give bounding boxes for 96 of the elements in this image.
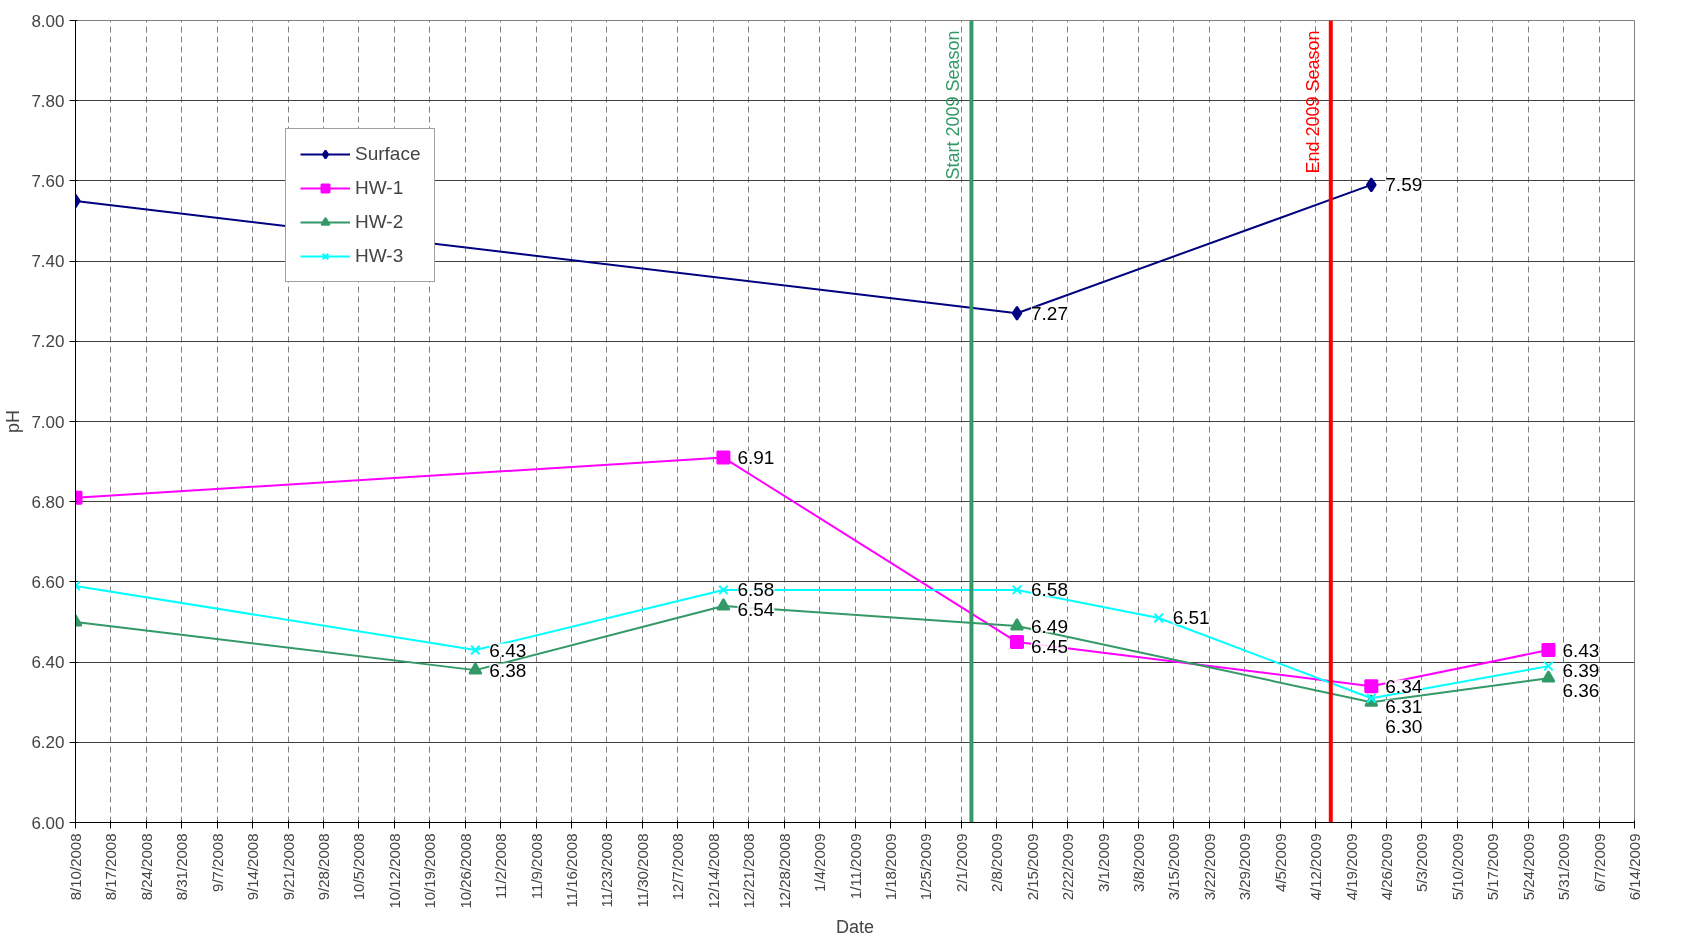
y-tick-label: 8.00 — [31, 11, 65, 31]
x-tick-label: 9/21/2008 — [279, 833, 297, 901]
x-axis-title: Date — [835, 916, 875, 937]
data-label: 6.39 — [1562, 659, 1600, 681]
x-tick-label: 9/7/2008 — [208, 833, 226, 892]
data-label: 6.51 — [1172, 607, 1210, 629]
legend-label: HW-1 — [355, 177, 404, 199]
y-tick-label: 7.00 — [31, 412, 65, 432]
point — [718, 584, 729, 596]
x-tick-label: 6/14/2009 — [1626, 833, 1643, 901]
point — [1009, 635, 1024, 650]
x-tick-label: 12/14/2008 — [704, 833, 722, 909]
legend-label: HW-2 — [355, 211, 404, 233]
x-tick-label: 8/10/2008 — [67, 833, 84, 901]
x-tick-label: 4/5/2009 — [1271, 833, 1289, 892]
point — [1365, 177, 1377, 193]
y-tick-label: 6.80 — [31, 492, 65, 512]
x-tick-label: 10/19/2008 — [421, 833, 439, 909]
data-label: 7.59 — [1385, 174, 1423, 196]
point — [1543, 660, 1554, 672]
x-tick-label: 10/12/2008 — [385, 833, 403, 909]
x-tick-label: 11/2/2008 — [492, 833, 510, 900]
x-tick-label: 4/26/2009 — [1377, 833, 1395, 901]
x-tick-label: 1/4/2009 — [811, 833, 829, 892]
point — [1009, 618, 1024, 631]
x-tick-label: 3/22/2009 — [1200, 833, 1218, 901]
data-label: 7.27 — [1030, 302, 1068, 324]
point — [1153, 612, 1164, 624]
point — [1541, 670, 1556, 683]
data-label: 6.36 — [1562, 679, 1600, 701]
x-tick-label: 10/26/2008 — [456, 833, 474, 909]
x-tick-label: 10/5/2008 — [350, 833, 368, 901]
x-tick-label: 12/28/2008 — [775, 833, 793, 909]
x-tick-label: 8/17/2008 — [102, 833, 120, 901]
ref-line-label: Start 2009 Season — [943, 30, 964, 180]
x-tick-label: 3/1/2009 — [1094, 833, 1112, 892]
data-label: 6.34 — [1385, 675, 1423, 697]
y-tick-label: 7.40 — [31, 252, 65, 272]
point — [1011, 584, 1023, 596]
data-label: 6.43 — [489, 639, 527, 661]
x-tick-label: 1/18/2009 — [881, 833, 899, 901]
x-tick-label: 5/31/2009 — [1555, 833, 1573, 901]
point — [716, 450, 731, 465]
x-tick-label: 5/3/2009 — [1413, 833, 1431, 892]
y-tick-label: 7.20 — [31, 332, 65, 352]
x-tick-label: 8/24/2008 — [137, 833, 155, 901]
y-axis-title: pH — [3, 409, 24, 433]
y-tick-label: 6.00 — [31, 813, 65, 833]
data-label: 6.30 — [1385, 715, 1423, 737]
x-tick-label: 6/7/2009 — [1590, 833, 1608, 892]
x-tick-label: 12/21/2008 — [740, 833, 758, 909]
x-tick-label: 4/19/2009 — [1342, 833, 1360, 901]
legend-label: Surface — [355, 143, 421, 165]
point — [1364, 679, 1379, 694]
x-tick-label: 8/31/2008 — [173, 833, 191, 901]
x-tick-label: 11/16/2008 — [563, 833, 581, 908]
x-tick-label: 1/11/2009 — [846, 833, 864, 900]
x-tick-label: 11/23/2008 — [598, 833, 616, 908]
point — [1541, 643, 1556, 658]
x-tick-label: 5/17/2009 — [1484, 833, 1502, 901]
data-label: 6.91 — [737, 447, 775, 469]
data-label: 6.31 — [1385, 695, 1423, 717]
x-tick-label: 2/15/2009 — [1023, 833, 1041, 901]
data-label: 6.58 — [1030, 579, 1068, 601]
x-tick-label: 2/8/2009 — [988, 833, 1006, 892]
x-tick-label: 2/1/2009 — [952, 833, 970, 892]
x-tick-label: 2/22/2009 — [1059, 833, 1077, 901]
point — [716, 598, 731, 611]
x-tick-label: 3/15/2009 — [1165, 833, 1183, 901]
data-label: 6.38 — [489, 659, 527, 681]
data-label: 6.49 — [1030, 615, 1068, 637]
x-tick-label: 1/25/2009 — [917, 833, 935, 901]
y-tick-label: 6.20 — [31, 733, 65, 753]
x-tick-label: 3/8/2009 — [1129, 833, 1147, 892]
data-label: 6.45 — [1030, 635, 1068, 657]
y-tick-label: 6.40 — [31, 653, 65, 673]
x-tick-label: 3/29/2009 — [1236, 833, 1254, 901]
data-label: 6.54 — [737, 599, 775, 621]
y-tick-label: 7.80 — [31, 91, 65, 111]
y-tick-label: 7.60 — [31, 171, 65, 191]
x-tick-label: 11/9/2008 — [527, 833, 545, 900]
point — [470, 644, 481, 656]
x-tick-label: 5/24/2009 — [1519, 833, 1537, 901]
x-tick-label: 9/14/2008 — [244, 833, 262, 901]
point — [468, 662, 483, 675]
x-tick-label: 4/12/2009 — [1307, 833, 1325, 901]
y-tick-label: 6.60 — [31, 572, 65, 592]
x-tick-label: 5/10/2009 — [1448, 833, 1466, 901]
x-tick-label: 9/28/2008 — [315, 833, 333, 901]
ref-line-label: End 2009 Season — [1302, 30, 1323, 174]
point — [1011, 305, 1023, 321]
x-tick-label: 11/30/2008 — [633, 833, 651, 908]
legend-label: HW-3 — [355, 245, 404, 267]
x-tick-label: 12/7/2008 — [669, 833, 687, 901]
data-label: 6.58 — [737, 579, 775, 601]
data-label: 6.43 — [1562, 639, 1600, 661]
